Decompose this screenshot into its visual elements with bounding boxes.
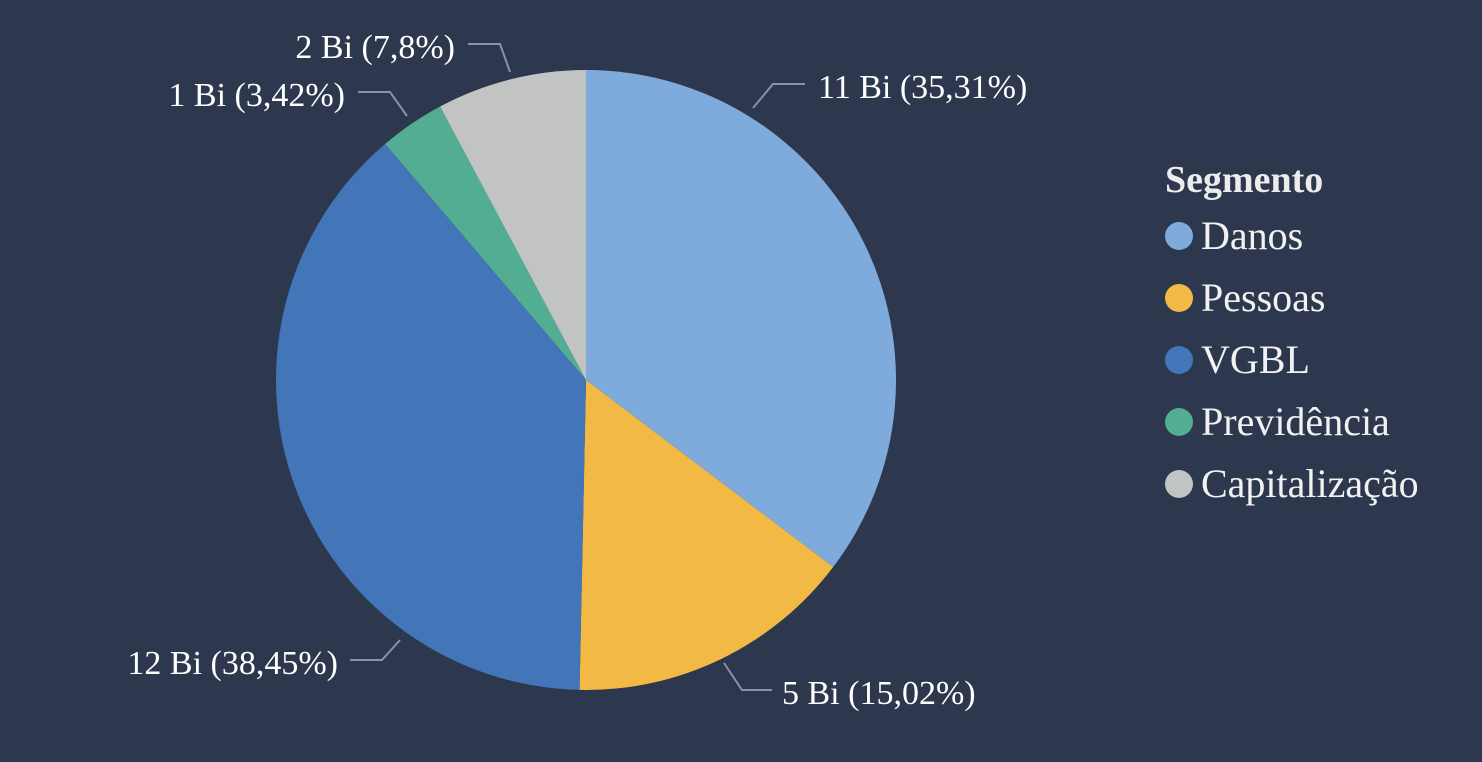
legend-marker-capitalizacao: [1165, 470, 1193, 498]
data-label-capitalizacao: 2 Bi (7,8%): [295, 29, 455, 66]
pie-slice-previdencia[interactable]: [385, 106, 586, 381]
data-labels: 11 Bi (35,31%) 5 Bi (15,02%) 12 Bi (38,45%…: [127, 29, 1027, 712]
leader-line-danos: [752, 83, 805, 109]
legend-label-capitalizacao: Capitalização: [1201, 461, 1419, 506]
legend-label-previdencia: Previdência: [1201, 399, 1390, 444]
legend-marker-pessoas: [1165, 284, 1193, 312]
data-label-vgbl: 12 Bi (38,45%): [127, 645, 338, 682]
legend-marker-vgbl: [1165, 346, 1193, 374]
legend-title: Segmento: [1165, 159, 1324, 201]
legend-label-pessoas: Pessoas: [1201, 275, 1326, 320]
legend-label-danos: Danos: [1201, 213, 1304, 258]
legend-marker-danos: [1165, 222, 1193, 250]
data-label-pessoas: 5 Bi (15,02%): [782, 675, 976, 712]
pie-slice-capitalizacao[interactable]: [440, 70, 586, 380]
leader-line-capitalizacao: [468, 43, 511, 73]
pie-slices: [276, 70, 896, 690]
data-label-danos: 11 Bi (35,31%): [818, 69, 1027, 106]
leader-lines: [350, 43, 805, 691]
pie-slice-vgbl[interactable]: [276, 143, 586, 690]
legend-item-capitalizacao[interactable]: Capitalização: [1165, 444, 1419, 524]
legend: Segmento Danos Pessoas VGBL Previdência …: [1165, 158, 1419, 524]
leader-line-pessoas: [723, 662, 772, 691]
leader-line-previdencia: [358, 91, 408, 117]
legend-item-pessoas[interactable]: Pessoas: [1165, 258, 1419, 338]
legend-marker-previdencia: [1165, 408, 1193, 436]
legend-item-previdencia[interactable]: Previdência: [1165, 382, 1419, 462]
legend-item-vgbl[interactable]: VGBL: [1165, 320, 1419, 400]
pie-slice-danos[interactable]: [586, 70, 896, 568]
pie-slice-pessoas[interactable]: [579, 380, 834, 690]
legend-label-vgbl: VGBL: [1201, 337, 1310, 382]
leader-line-vgbl: [350, 639, 401, 661]
data-label-previdencia: 1 Bi (3,42%): [168, 77, 345, 114]
legend-item-danos[interactable]: Danos: [1165, 196, 1419, 276]
